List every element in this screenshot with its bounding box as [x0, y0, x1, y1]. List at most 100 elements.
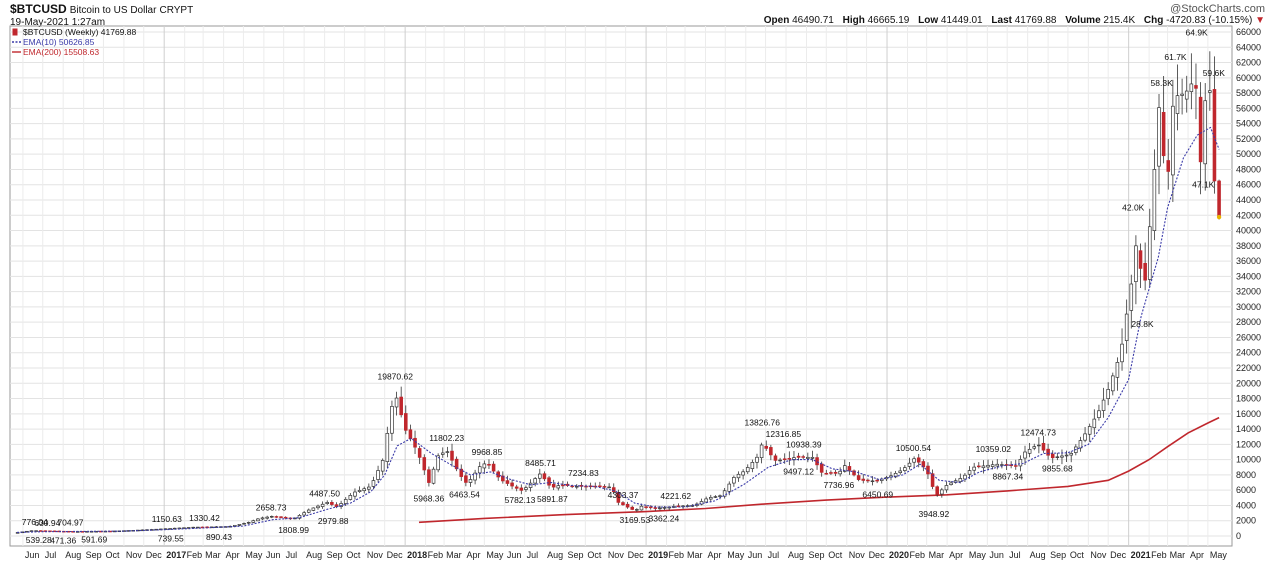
x-tick-label: Dec: [869, 550, 886, 560]
x-tick-label: Nov: [1090, 550, 1107, 560]
candle-body: [903, 467, 907, 471]
candle-body: [417, 448, 422, 458]
candle-body: [773, 455, 778, 461]
candle-body: [1111, 375, 1115, 392]
candle: [542, 471, 547, 482]
candle: [38, 530, 43, 532]
candle-body: [1194, 85, 1198, 89]
price-annotation: 3948.92: [919, 509, 950, 519]
candle-body: [459, 468, 464, 477]
candle: [658, 505, 662, 511]
candle: [1180, 78, 1184, 115]
candle-body: [635, 509, 639, 511]
candle-body: [819, 463, 824, 473]
price-annotation: 5782.13: [505, 495, 536, 505]
candle-body: [1083, 433, 1087, 441]
y-tick-label: 60000: [1236, 73, 1261, 83]
candle: [986, 459, 990, 471]
x-tick-label: May: [1210, 550, 1228, 560]
candle-body: [843, 465, 847, 472]
y-tick-label: 48000: [1236, 164, 1261, 174]
candle-body: [427, 469, 431, 483]
candle-body: [847, 466, 852, 471]
candle-body: [325, 502, 330, 504]
x-tick-label: Jun: [507, 550, 522, 560]
candle-body: [1120, 343, 1124, 363]
x-tick-label: Nov: [126, 550, 143, 560]
last-value: 41769.88: [1014, 15, 1057, 26]
candle: [182, 527, 186, 529]
candle: [450, 443, 454, 467]
candle: [889, 471, 893, 481]
candle-body: [408, 429, 413, 440]
candle: [547, 475, 551, 489]
x-tick-label: Apr: [467, 550, 481, 560]
candle: [593, 482, 598, 489]
candle: [787, 451, 792, 466]
candle: [977, 462, 981, 469]
candle-body: [1171, 105, 1175, 176]
candle-body: [196, 526, 200, 529]
candle-body: [1189, 83, 1194, 93]
candle: [431, 466, 436, 485]
y-tick-label: 56000: [1236, 103, 1261, 113]
candle: [538, 468, 542, 484]
candle: [491, 461, 496, 473]
candle-body: [916, 457, 921, 463]
candle: [949, 481, 953, 486]
price-annotation: 10938.39: [786, 439, 822, 449]
candle: [362, 486, 366, 494]
y-tick-label: 18000: [1236, 394, 1261, 404]
candle: [635, 508, 639, 512]
candle: [630, 505, 635, 511]
x-tick-label: Dec: [628, 550, 645, 560]
price-annotation: 12474.73: [1020, 428, 1056, 438]
price-annotation: 4303.37: [608, 490, 639, 500]
x-tick-label: May: [969, 550, 987, 560]
x-tick-label: Sep: [86, 550, 102, 560]
candle: [320, 501, 325, 509]
candle: [260, 516, 265, 521]
candle-body: [598, 485, 602, 488]
y-tick-label: 2000: [1236, 516, 1256, 526]
x-tick-label: 2018: [407, 550, 427, 560]
candle-body: [856, 475, 861, 480]
candle: [404, 405, 408, 435]
candle-body: [1027, 448, 1032, 454]
x-tick-label: Sep: [1050, 550, 1066, 560]
price-annotation: 13826.76: [745, 417, 781, 427]
candle-body: [940, 489, 944, 495]
candle-body: [306, 509, 311, 513]
candle-body: [1050, 453, 1055, 459]
x-tick-label: Feb: [428, 550, 444, 560]
candle: [1152, 149, 1157, 241]
candle: [574, 484, 579, 490]
y-tick-label: 0: [1236, 531, 1241, 541]
candle: [648, 505, 653, 510]
candle: [704, 496, 708, 504]
candle-body: [524, 487, 528, 490]
candle: [468, 475, 473, 487]
price-annotation: 3362.24: [649, 513, 680, 523]
candle-body: [1060, 455, 1064, 458]
candle-body: [1203, 100, 1207, 165]
candle-body: [852, 470, 856, 476]
y-tick-label: 32000: [1236, 287, 1261, 297]
candle: [607, 483, 611, 489]
candle: [708, 494, 713, 503]
candle-body: [556, 485, 561, 489]
candle-body: [1129, 283, 1134, 311]
x-tick-label: Feb: [1151, 550, 1167, 560]
y-tick-label: 24000: [1236, 348, 1261, 358]
candle-body: [621, 502, 625, 506]
candle-body: [782, 458, 787, 461]
candle: [1143, 242, 1147, 291]
candle-body: [972, 466, 976, 471]
candle-body: [311, 507, 316, 511]
candle-body: [625, 503, 630, 508]
price-annotation: 1150.63: [152, 514, 182, 524]
x-tick-label: Oct: [828, 550, 843, 560]
candle: [339, 500, 343, 510]
x-tick-label: May: [245, 550, 263, 560]
y-tick-label: 66000: [1236, 27, 1261, 37]
